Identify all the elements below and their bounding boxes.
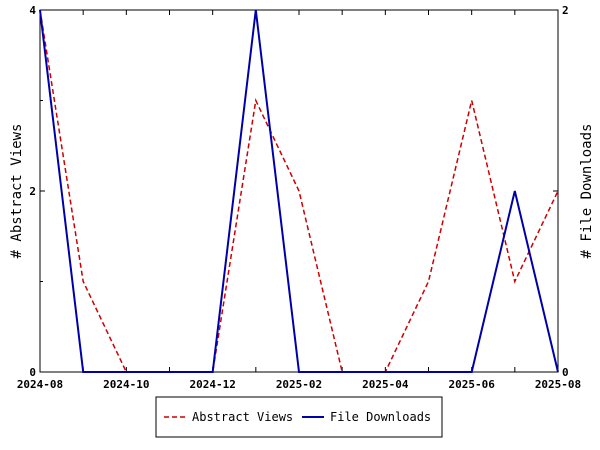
x-tick-label: 2025-08 [535,378,581,391]
x-tick-label: 2025-02 [276,378,322,391]
legend-label: File Downloads [330,410,431,424]
x-tick-label: 2024-08 [17,378,63,391]
y-left-axis-title: # Abstract Views [9,124,25,259]
legend-box [155,396,443,438]
y-left-tick-label: 4 [29,4,36,17]
x-tick-label: 2024-10 [103,378,149,391]
y-right-tick-label: 2 [562,4,569,17]
y-right-axis-title: # File Downloads [579,124,595,259]
y-left-tick-label: 2 [29,185,36,198]
legend-label: Abstract Views [192,410,293,424]
y-right-tick-label: 0 [562,366,569,379]
y-left-tick-label: 0 [29,366,36,379]
x-tick-label: 2025-06 [448,378,495,391]
x-tick-label: 2024-12 [189,378,235,391]
x-tick-label: 2025-04 [362,378,409,391]
series-line-file-downloads [39,9,559,373]
series-line-abstract-views [39,9,559,373]
